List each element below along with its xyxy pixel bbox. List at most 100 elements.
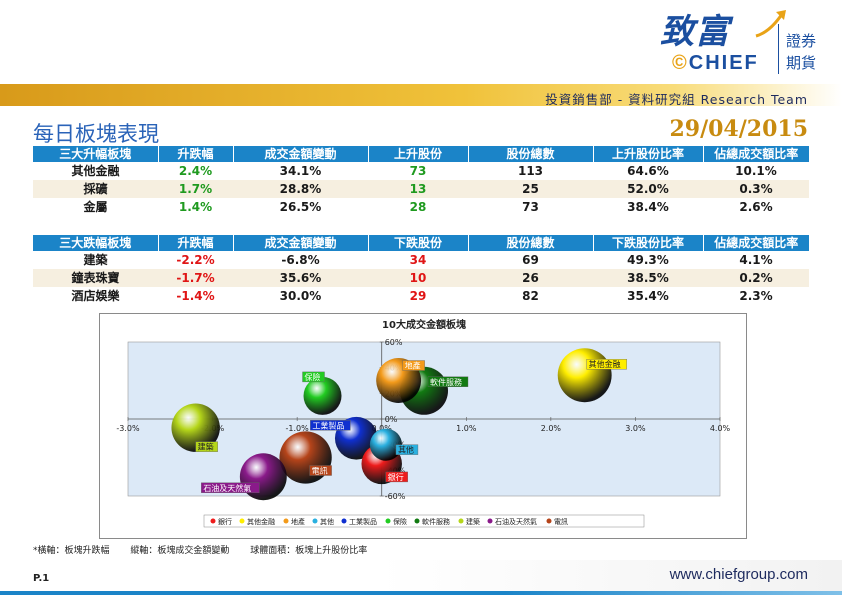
report-date: 29/04/2015 [669,116,808,142]
table-cell: 35.6% [233,269,368,287]
table-cell: 0.3% [703,180,809,198]
legend-marker [239,518,245,524]
legend-marker [283,518,289,524]
table-cell: 34.1% [233,162,368,180]
table-header-cell: 成交金額變動 [233,146,369,162]
legend-label: 其他金融 [247,517,275,526]
bubble-label-box [586,359,627,370]
table-cell: 1.7% [158,180,233,198]
website-link[interactable]: www.chiefgroup.com [669,566,808,583]
logo-securities: 證券 [786,32,817,50]
table-cell: 酒店娛樂 [33,287,158,305]
department-line: 投資銷售部 - 資料研究組 Research Team [545,92,808,107]
table-cell: 26 [468,269,593,287]
table-cell: -1.4% [158,287,233,305]
bubble-label-box [201,482,260,493]
bubble-1 [557,348,612,403]
table-cell: 69 [468,251,593,269]
table-row: 採礦 1.7% 28.8% 13 25 52.0% 0.3% [33,180,809,198]
table-cell: 2.4% [158,162,233,180]
x-tick-label: 3.0% [625,424,646,433]
table-cell: 52.0% [593,180,703,198]
table-cell: 28.8% [233,180,368,198]
table-cell: 10.1% [703,162,809,180]
table-header-cell: 佔總成交額比率 [703,235,809,251]
footer-bar [0,591,842,595]
table-cell: 34 [368,251,468,269]
table-cell: -2.2% [158,251,233,269]
legend-label: 建築 [466,517,480,526]
header-band [0,84,842,106]
x-tick-label: 2.0% [541,424,562,433]
table-header-row: 三大跌幅板塊 升跌幅 成交金額變動 下跌股份 股份總數 下跌股份比率 佔總成交額比率 [33,235,809,251]
legend-label: 保險 [393,517,407,526]
x-tick-label: 0.0% [372,424,393,433]
table-cell: 82 [468,287,593,305]
table-cell: -1.7% [158,269,233,287]
table-cell: -6.8% [233,251,368,269]
x-tick-label: 4.0% [710,424,731,433]
legend-marker [487,518,493,524]
table-row: 鐘表珠寶 -1.7% 35.6% 10 26 38.5% 0.2% [33,269,809,287]
table-cell: 2.6% [703,198,809,216]
table-header-cell: 升跌幅 [158,146,234,162]
legend-marker [210,518,216,524]
top-gainers-table: 三大升幅板塊 升跌幅 成交金額變動 上升股份 股份總數 上升股份比率 佔總成交額比率 其他金… [33,146,809,216]
footnote-bubble: 球體面積：板塊上升股份比率 [250,546,368,556]
table-header-row: 三大升幅板塊 升跌幅 成交金額變動 上升股份 股份總數 上升股份比率 佔總成交額比率 [33,146,809,162]
table-header-cell: 上升股份 [368,146,469,162]
table-cell: 採礦 [33,180,158,198]
table-cell: 1.4% [158,198,233,216]
table-cell: 13 [368,180,468,198]
page-number: P.1 [33,573,50,584]
table-row: 金屬 1.4% 26.5% 28 73 38.4% 2.6% [33,198,809,216]
bubble-9 [279,431,332,484]
legend-marker [458,518,464,524]
legend-label: 工業製品 [349,517,377,526]
chart-footnote: *橫軸：板塊升跌幅 縱軸：板塊成交金額變動 球體面積：板塊上升股份比率 [33,543,385,556]
legend-marker [341,518,347,524]
table-cell: 其他金融 [33,162,158,180]
table-header-cell: 上升股份比率 [593,146,704,162]
table-header-cell: 升跌幅 [158,235,234,251]
legend-label: 其他 [320,517,334,526]
bubble-label-box [395,444,419,455]
x-tick-label: -3.0% [116,424,140,433]
table-cell: 25 [468,180,593,198]
logo-chinese-name: 致富 [660,12,730,52]
table-cell: 73 [368,162,468,180]
legend-marker [414,518,420,524]
legend-marker [546,518,552,524]
logo-separator [778,24,779,74]
table-header-cell: 下跌股份 [368,235,469,251]
table-cell: 73 [468,198,593,216]
table-header-cell: 佔總成交額比率 [703,146,809,162]
logo-arrow-icon [755,10,786,38]
legend-marker [312,518,318,524]
bubble-label: 其他金融 [589,359,621,369]
table-cell: 49.3% [593,251,703,269]
chart-legend [203,514,645,528]
table-cell: 0.2% [703,269,809,287]
bubble-label: 石油及天然氣 [203,483,251,493]
table-cell: 30.0% [233,287,368,305]
table-cell: 2.3% [703,287,809,305]
table-cell: 金屬 [33,198,158,216]
table-cell: 35.4% [593,287,703,305]
table-header-cell: 下跌股份比率 [593,235,704,251]
table-cell: 38.5% [593,269,703,287]
legend-marker [385,518,391,524]
bubble-label-box [385,471,408,483]
y-tick-label: -60% [385,492,406,501]
legend-label: 電訊 [554,517,568,526]
x-tick-label: 1.0% [456,424,477,433]
table-cell: 鐘表珠寶 [33,269,158,287]
table-header-cell: 股份總數 [468,235,594,251]
footnote-xaxis: *橫軸：板塊升跌幅 [33,546,110,556]
bubble-label: 工業製品 [312,420,344,430]
bubble-label: 軟件服務 [430,377,462,387]
bubble-chart: 10大成交金額板塊-3.0%-2.0%-1.0%0.0%1.0%2.0%3.0%… [116,318,731,528]
y-tick-label: 0% [385,415,398,424]
table-cell: 建築 [33,251,158,269]
